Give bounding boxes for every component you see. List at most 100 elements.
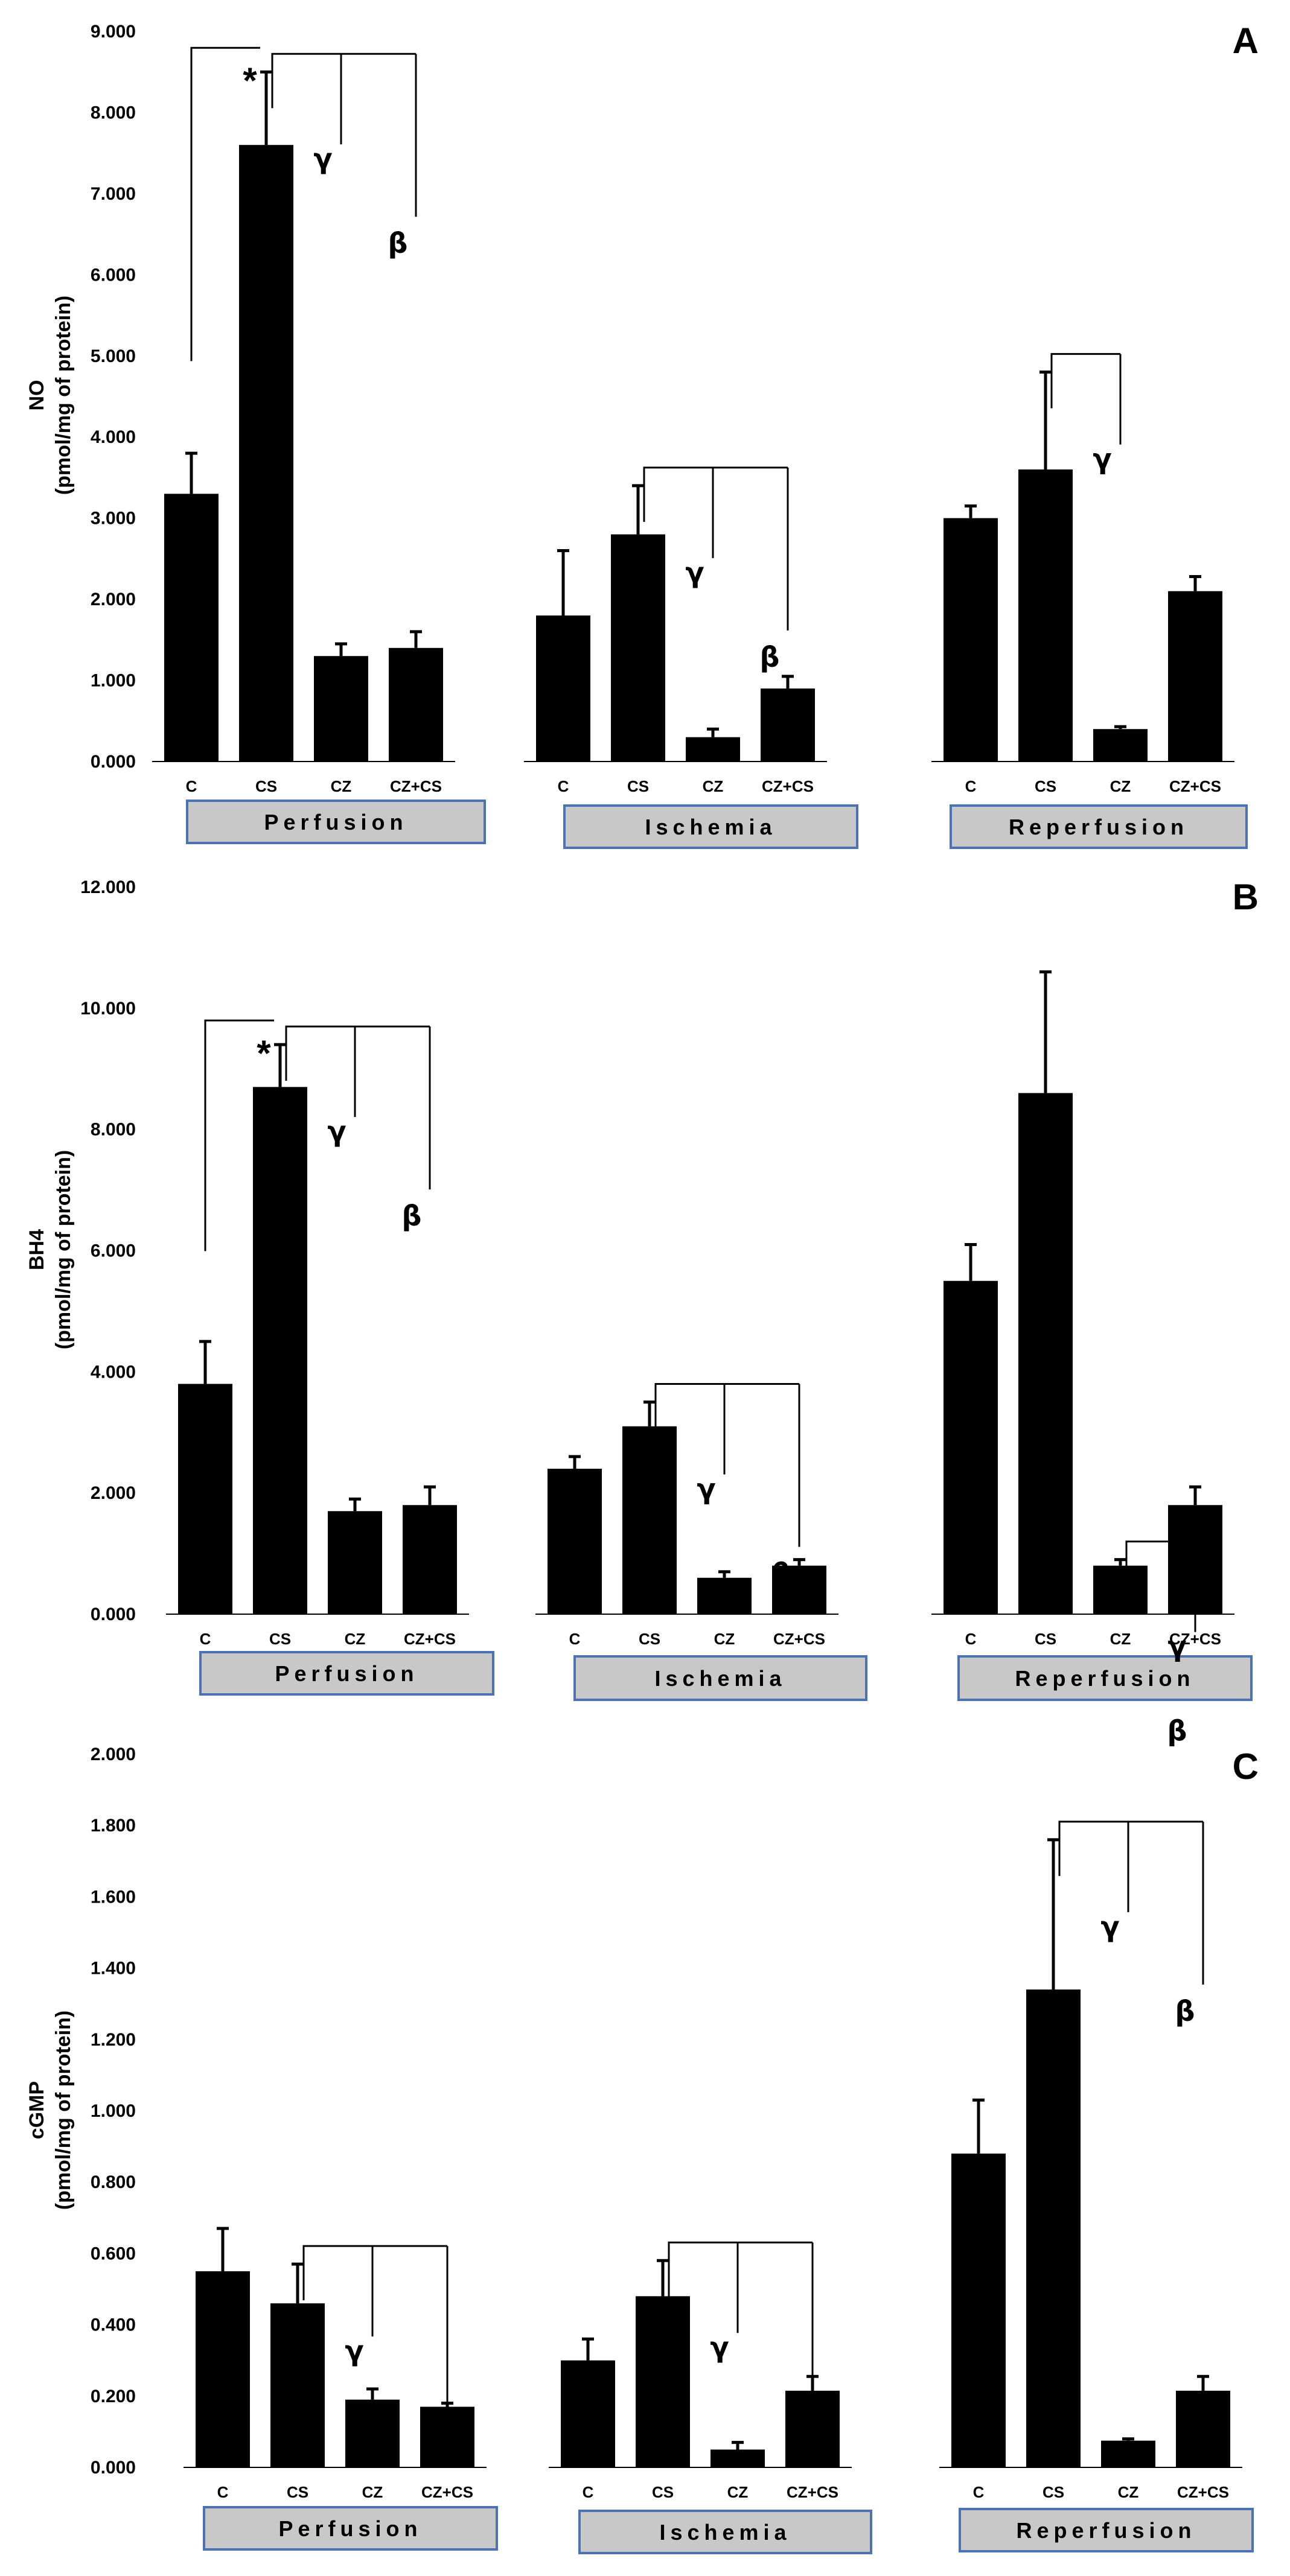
category-label: CS xyxy=(1043,2483,1064,2501)
bar xyxy=(1026,1989,1081,2467)
gamma-marker: γ xyxy=(327,1115,346,1148)
significance-bracket xyxy=(654,1383,799,1439)
y-tick-label: 12.000 xyxy=(80,877,136,897)
bar xyxy=(1101,2440,1155,2467)
bar xyxy=(1176,2390,1230,2467)
y-tick-label: 2.000 xyxy=(91,590,136,609)
category-label: C xyxy=(200,1630,211,1648)
bar xyxy=(622,1426,677,1614)
significance-bracket xyxy=(668,2241,813,2297)
y-tick-label: 1.000 xyxy=(91,671,136,691)
bar xyxy=(686,737,740,762)
panel-label: B xyxy=(1233,877,1259,917)
significance-bracket xyxy=(643,466,788,522)
gamma-marker: γ xyxy=(1093,443,1111,475)
gamma-marker: γ xyxy=(1100,1910,1119,1943)
gamma-marker: γ xyxy=(313,142,332,175)
category-label: CS xyxy=(1035,777,1056,795)
significance-bracket xyxy=(1058,1821,1203,1876)
y-axis-unit: (pmol/mg of protein) xyxy=(52,296,75,495)
gamma-marker: γ xyxy=(685,556,704,589)
group-label-box xyxy=(186,800,486,844)
bar xyxy=(561,2360,615,2467)
group-label: Reperfusion xyxy=(1016,2518,1196,2543)
bar xyxy=(951,2153,1006,2467)
category-label: C xyxy=(973,2483,985,2501)
y-tick-label: 2.000 xyxy=(91,1744,136,1764)
category-label: CS xyxy=(269,1630,291,1648)
y-tick-label: 7.000 xyxy=(91,184,136,204)
bar xyxy=(164,494,219,762)
y-tick-label: 1.400 xyxy=(91,1959,136,1979)
category-label: CZ+CS xyxy=(773,1630,825,1648)
category-label: CZ xyxy=(1110,1630,1131,1648)
category-label: CS xyxy=(287,2483,308,2501)
y-tick-label: 1.200 xyxy=(91,2030,136,2050)
bar xyxy=(420,2406,474,2467)
bar xyxy=(239,145,293,762)
group-label-box xyxy=(578,2510,872,2554)
bar xyxy=(944,1280,998,1614)
bar xyxy=(548,1469,602,1614)
y-tick-label: 5.000 xyxy=(91,346,136,366)
group-label: Ischemia xyxy=(645,815,776,839)
y-tick-label: 0.600 xyxy=(91,2244,136,2263)
bar xyxy=(611,534,665,762)
bar xyxy=(270,2303,325,2467)
y-tick-label: 9.000 xyxy=(91,22,136,42)
y-tick-label: 4.000 xyxy=(91,427,136,447)
bar xyxy=(314,656,368,762)
y-axis-unit: (pmol/mg of protein) xyxy=(52,1150,75,1350)
category-label: CS xyxy=(627,777,649,795)
category-label: CZ+CS xyxy=(1177,2483,1229,2501)
bar xyxy=(636,2296,690,2467)
y-tick-label: 0.000 xyxy=(91,1604,136,1624)
y-tick-label: 4.000 xyxy=(91,1362,136,1382)
group-label: Perfusion xyxy=(264,810,407,835)
group-label: Reperfusion xyxy=(1009,815,1189,839)
y-tick-label: 2.000 xyxy=(91,1483,136,1503)
beta-marker: β xyxy=(388,227,408,259)
category-label: C xyxy=(569,1630,581,1648)
category-label: CZ xyxy=(331,777,352,795)
category-label: CZ xyxy=(1118,2483,1139,2501)
bar xyxy=(944,518,998,762)
category-label: CZ+CS xyxy=(762,777,814,795)
y-tick-label: 0.000 xyxy=(91,2458,136,2478)
bar xyxy=(389,647,443,762)
category-label: C xyxy=(186,777,197,795)
beta-marker: β xyxy=(771,1557,791,1590)
group-label-box xyxy=(203,2506,498,2551)
significance-bracket xyxy=(1050,353,1120,409)
beta-marker: β xyxy=(402,1200,422,1232)
category-label: C xyxy=(583,2483,594,2501)
significance-bracket xyxy=(1125,1541,1195,1590)
significance-star: * xyxy=(243,60,257,101)
category-label: CZ+CS xyxy=(404,1630,456,1648)
group-label-box xyxy=(959,2508,1254,2552)
group-label: Ischemia xyxy=(659,2520,791,2545)
y-tick-label: 8.000 xyxy=(91,103,136,122)
gamma-marker: γ xyxy=(1167,1630,1186,1663)
category-label: CS xyxy=(255,777,277,795)
category-label: C xyxy=(965,1630,977,1648)
group-label: Perfusion xyxy=(275,1661,418,1686)
bar xyxy=(178,1384,232,1614)
y-tick-label: 6.000 xyxy=(91,265,136,285)
y-tick-label: 10.000 xyxy=(80,999,136,1019)
significance-bracket xyxy=(204,1019,274,1251)
group-label: Reperfusion xyxy=(1015,1666,1195,1691)
significance-bracket xyxy=(285,1025,430,1081)
bar xyxy=(1093,1565,1148,1614)
panel-label: C xyxy=(1233,1746,1259,1787)
bar xyxy=(196,2271,250,2467)
significance-bracket xyxy=(271,52,416,109)
significance-bracket xyxy=(190,46,260,361)
category-label: CZ+CS xyxy=(787,2483,838,2501)
bar xyxy=(328,1511,382,1614)
group-label: Perfusion xyxy=(278,2516,422,2541)
bar xyxy=(710,2449,765,2467)
y-tick-label: 1.000 xyxy=(91,2101,136,2121)
group-label-box xyxy=(199,1651,494,1696)
bar xyxy=(536,615,590,762)
